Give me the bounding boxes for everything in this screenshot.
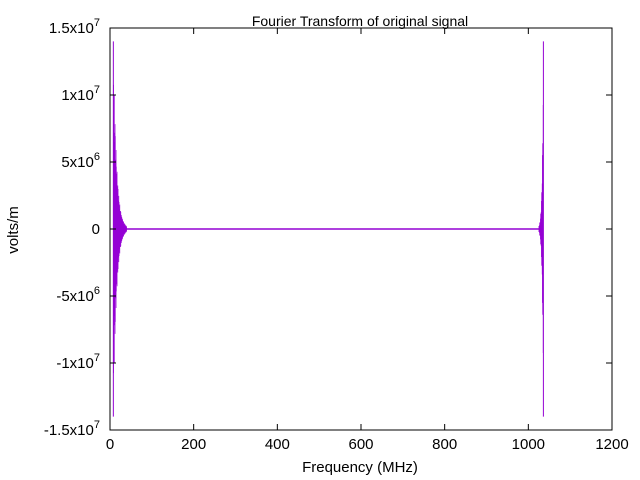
x-axis-label: Frequency (MHz)	[302, 459, 418, 476]
x-tick-label: 400	[265, 436, 290, 453]
x-tick-label: 1200	[595, 436, 628, 453]
x-tick-label: 1000	[512, 436, 545, 453]
y-tick-label: -1x107	[56, 352, 100, 372]
y-tick-label: 1.5x107	[49, 17, 100, 37]
y-tick-label: 5x106	[61, 151, 100, 171]
y-axis-label: volts/m	[5, 206, 22, 254]
x-tick-label: 800	[432, 436, 457, 453]
x-tick-label: 200	[181, 436, 206, 453]
y-tick-label: -1.5x107	[44, 419, 100, 439]
y-tick-label: -5x106	[56, 285, 100, 305]
x-tick-label: 600	[348, 436, 373, 453]
series-peak	[538, 41, 544, 417]
y-tick-label: 1x107	[61, 84, 100, 104]
y-tick-label: 0	[92, 221, 100, 238]
chart-title: Fourier Transform of original signal	[252, 13, 468, 29]
axis-ticks: 0 200 400 600 800 1000 12001.5x1071x1075x1060-…	[44, 17, 629, 453]
x-tick-label: 0	[106, 436, 114, 453]
